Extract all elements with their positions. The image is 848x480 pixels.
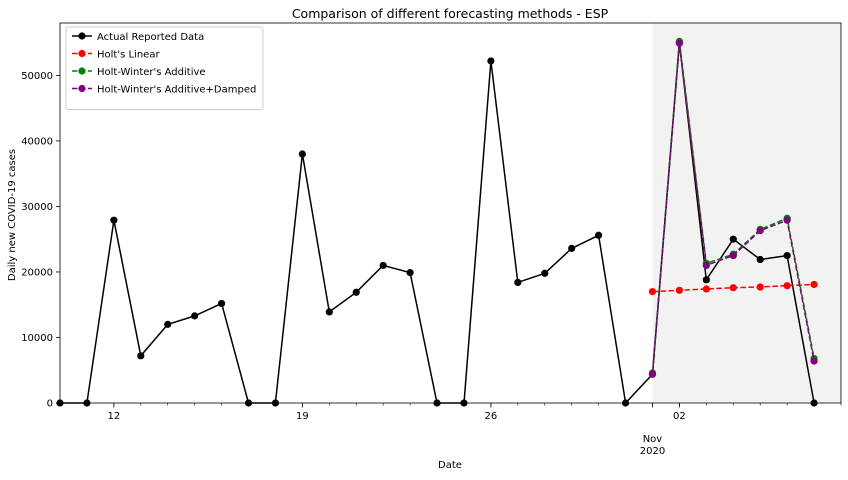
legend-label: Holt-Winter's Additive+Damped — [97, 84, 256, 95]
data-point — [729, 284, 737, 292]
data-point — [756, 227, 764, 235]
legend-swatch-marker — [78, 67, 86, 75]
series-1 — [648, 280, 818, 296]
legend-label: Actual Reported Data — [97, 32, 204, 43]
data-point — [702, 285, 710, 293]
series-layer — [56, 37, 818, 407]
data-point — [783, 251, 791, 260]
data-point — [433, 399, 441, 407]
legend-label: Holt's Linear — [97, 49, 160, 60]
chart-title: Comparison of different forecasting meth… — [292, 6, 609, 21]
data-point — [675, 39, 684, 47]
data-point — [191, 312, 199, 320]
data-point — [217, 299, 226, 308]
legend-label: Holt-Winter's Additive — [97, 67, 206, 78]
x-axis-label: Date — [438, 460, 462, 471]
legend-swatch-marker — [78, 84, 86, 93]
data-point — [810, 280, 818, 289]
data-point — [406, 269, 414, 277]
data-point — [595, 231, 603, 239]
data-point — [568, 244, 576, 252]
forecast-region-layer — [652, 23, 841, 403]
x-tick-label: 26 — [485, 411, 498, 422]
x-tick-label: 12 — [107, 411, 120, 422]
data-point — [756, 255, 764, 264]
x-tick-label: Nov — [643, 434, 663, 445]
data-point — [702, 276, 710, 284]
data-point — [514, 278, 522, 287]
y-tick-label: 50000 — [21, 71, 53, 82]
y-tick-label: 10000 — [21, 333, 53, 344]
data-point — [110, 216, 118, 224]
data-point — [810, 399, 818, 407]
data-point — [729, 235, 737, 243]
series-3 — [648, 39, 818, 378]
data-point — [352, 288, 360, 296]
y-tick-label: 30000 — [21, 202, 53, 213]
data-point — [541, 269, 549, 277]
y-axis-label: Daily new COVID-19 cases — [7, 149, 18, 281]
data-point — [756, 283, 764, 291]
legend: Actual Reported Data Holt's Linear Holt-Wi… — [65, 26, 264, 110]
legend-swatch-marker — [78, 32, 86, 40]
data-point — [164, 320, 172, 328]
x-tick-sublabel: 2020 — [640, 446, 665, 457]
data-point — [675, 286, 684, 294]
data-point — [460, 399, 468, 407]
data-point — [783, 216, 791, 224]
data-point — [621, 399, 630, 407]
data-point — [379, 261, 387, 270]
forecast-region — [652, 23, 841, 403]
data-point — [810, 357, 818, 365]
data-point — [783, 282, 791, 290]
data-point — [648, 370, 657, 378]
y-tick-label: 20000 — [21, 267, 53, 278]
data-point — [729, 251, 737, 260]
data-point — [83, 399, 91, 407]
data-point — [487, 57, 495, 65]
data-point — [56, 399, 64, 407]
data-point — [244, 399, 253, 407]
data-point — [702, 261, 710, 270]
data-point — [298, 150, 306, 158]
x-tick-label: 19 — [296, 411, 309, 422]
data-point — [137, 352, 145, 360]
legend-swatch-marker — [78, 49, 86, 58]
y-tick-label: 0 — [47, 399, 53, 410]
y-tick-label: 40000 — [21, 136, 53, 147]
data-point — [648, 288, 657, 296]
legend-box — [65, 26, 264, 110]
data-point — [271, 399, 280, 407]
data-point — [325, 308, 333, 316]
x-tick-label: 02 — [673, 411, 686, 422]
